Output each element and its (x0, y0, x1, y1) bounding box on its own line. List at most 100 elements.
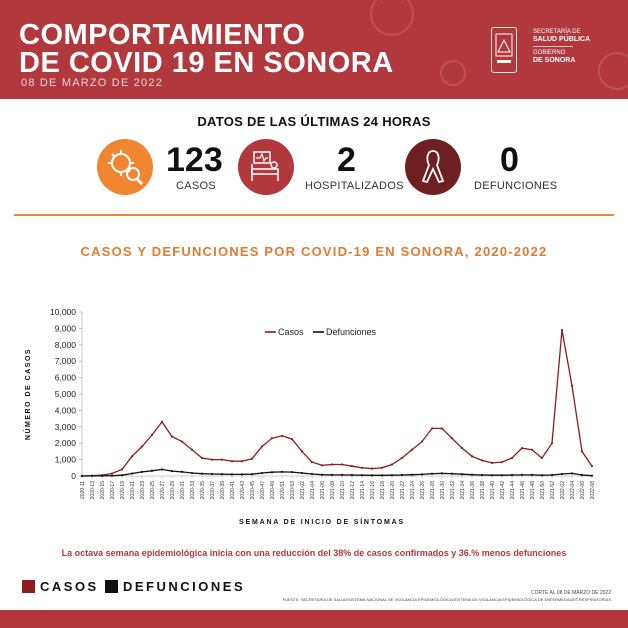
series-point-casos (150, 433, 154, 437)
series-line-casos (81, 329, 593, 477)
x-tick-label: 2021-38 (480, 481, 486, 500)
cases-legend-swatch (22, 580, 35, 593)
series-point-casos (390, 463, 394, 466)
series-point-casos (450, 437, 454, 440)
series-point-casos (260, 445, 264, 448)
series-point-defunciones (580, 473, 584, 477)
series-point-casos (200, 456, 204, 460)
x-tick-label: 2020-53 (290, 481, 296, 500)
series-point-casos (460, 447, 464, 450)
series-point-casos (560, 328, 564, 332)
series-point-defunciones (150, 469, 154, 472)
legend-label-casos: Casos (278, 327, 304, 337)
series-point-casos (130, 455, 134, 458)
summary-title: DATOS DE LAS ÚLTIMAS 24 HORAS (197, 114, 431, 129)
series-point-defunciones (210, 472, 214, 476)
x-tick-label: 2022-06 (580, 481, 586, 500)
series-line-defunciones (81, 468, 593, 477)
series-point-defunciones (100, 474, 104, 477)
series-point-defunciones (160, 468, 164, 471)
series-point-defunciones (510, 473, 514, 477)
series-point-defunciones (380, 474, 384, 477)
y-tick-label: 9,000 (55, 323, 77, 333)
deaths-legend-label: DEFUNCIONES (123, 579, 246, 594)
header-banner: COMPORTAMIENTO DE COVID 19 EN SONORA 08 … (0, 0, 628, 99)
x-tick-label: 2021-22 (400, 481, 406, 500)
x-axis-label: SEMANA DE INICIO DE SÍNTOMAS (239, 517, 405, 526)
series-point-defunciones (290, 470, 294, 474)
series-point-casos (120, 468, 124, 471)
series-point-casos (190, 448, 194, 451)
series-point-casos (140, 445, 144, 448)
series-point-defunciones (230, 473, 234, 476)
series-point-defunciones (320, 473, 324, 476)
x-tick-label: 2020-39 (220, 481, 226, 500)
x-tick-label: 2021-50 (540, 481, 546, 500)
series-point-defunciones (460, 473, 464, 476)
series-point-defunciones (80, 474, 84, 478)
series-point-defunciones (410, 473, 414, 476)
series-point-casos (510, 456, 514, 460)
series-point-defunciones (250, 473, 254, 476)
x-tick-label: 2021-48 (530, 481, 536, 500)
x-tick-label: 2021-52 (550, 481, 556, 500)
cases-deaths-chart: 0 1,000 2,000 3,000 4,000 5,000 6,000 7,000 8,00… (23, 307, 596, 526)
virus-decoration-icon (370, 0, 414, 36)
series-point-defunciones (560, 472, 564, 476)
series-point-casos (580, 450, 584, 453)
x-tick-label: 2020-49 (270, 481, 276, 500)
x-tick-label: 2020-47 (260, 481, 266, 500)
series-point-casos (230, 460, 234, 463)
x-tick-label: 2021-08 (330, 481, 336, 500)
title-line-1: COMPORTAMIENTO (19, 19, 306, 51)
series-point-defunciones (590, 474, 594, 477)
series-point-casos (300, 450, 304, 453)
cases-virus-search-icon (97, 139, 153, 195)
series-point-defunciones (540, 474, 544, 477)
y-tick-label: 2,000 (55, 438, 77, 448)
logo-line-2: SALUD PÚBLICA (533, 36, 591, 43)
series-point-casos (280, 434, 284, 437)
footer-band (0, 610, 628, 628)
y-tick-label: 4,000 (55, 405, 77, 415)
y-tick-label: 6,000 (55, 373, 77, 383)
series-point-defunciones (390, 474, 394, 477)
x-tick-label: 2021-24 (410, 481, 416, 500)
hospitalized-label: HOSPITALIZADOS (305, 180, 404, 192)
series-point-defunciones (240, 473, 244, 476)
x-tick-label: 2021-18 (380, 481, 386, 500)
hospital-bed-icon (238, 139, 294, 195)
x-tick-label: 2021-42 (500, 481, 506, 500)
series-point-casos (440, 427, 444, 430)
x-tick-label: 2020-29 (170, 481, 176, 500)
series-point-defunciones (420, 473, 424, 476)
x-tick-label: 2020-25 (150, 481, 156, 500)
series-point-defunciones (430, 472, 434, 475)
legend-label-defunciones: Defunciones (326, 327, 377, 337)
x-tick-label: 2021-36 (470, 481, 476, 500)
series-point-casos (540, 456, 544, 460)
series-point-casos (530, 448, 534, 451)
series-point-casos (340, 463, 344, 466)
series-point-casos (350, 465, 354, 468)
series-point-defunciones (370, 474, 374, 477)
title-line-2: DE COVID 19 EN SONORA (19, 47, 394, 79)
x-tick-label: 2021-30 (440, 481, 446, 500)
x-tick-label: 2020-19 (120, 481, 126, 500)
y-tick-label: 0 (71, 471, 76, 481)
x-tick-label: 2022-02 (560, 481, 566, 500)
x-tick-label: 2021-16 (370, 481, 376, 500)
x-tick-label: 2020-17 (110, 481, 116, 500)
x-tick-label: 2020-21 (130, 481, 136, 500)
series-point-casos (400, 456, 404, 460)
cutoff-date: CORTE AL 08 DE MARZO DE 2022 (530, 590, 611, 596)
x-tick-label: 2021-06 (320, 481, 326, 500)
series-point-casos (520, 447, 524, 450)
x-tick-label: 2020-27 (160, 481, 166, 500)
y-tick-label: 7,000 (55, 356, 77, 366)
deaths-legend-swatch (105, 580, 118, 593)
series-point-casos (160, 420, 164, 423)
series-point-defunciones (300, 471, 304, 475)
series-point-defunciones (570, 472, 574, 475)
series-point-defunciones (480, 473, 484, 477)
